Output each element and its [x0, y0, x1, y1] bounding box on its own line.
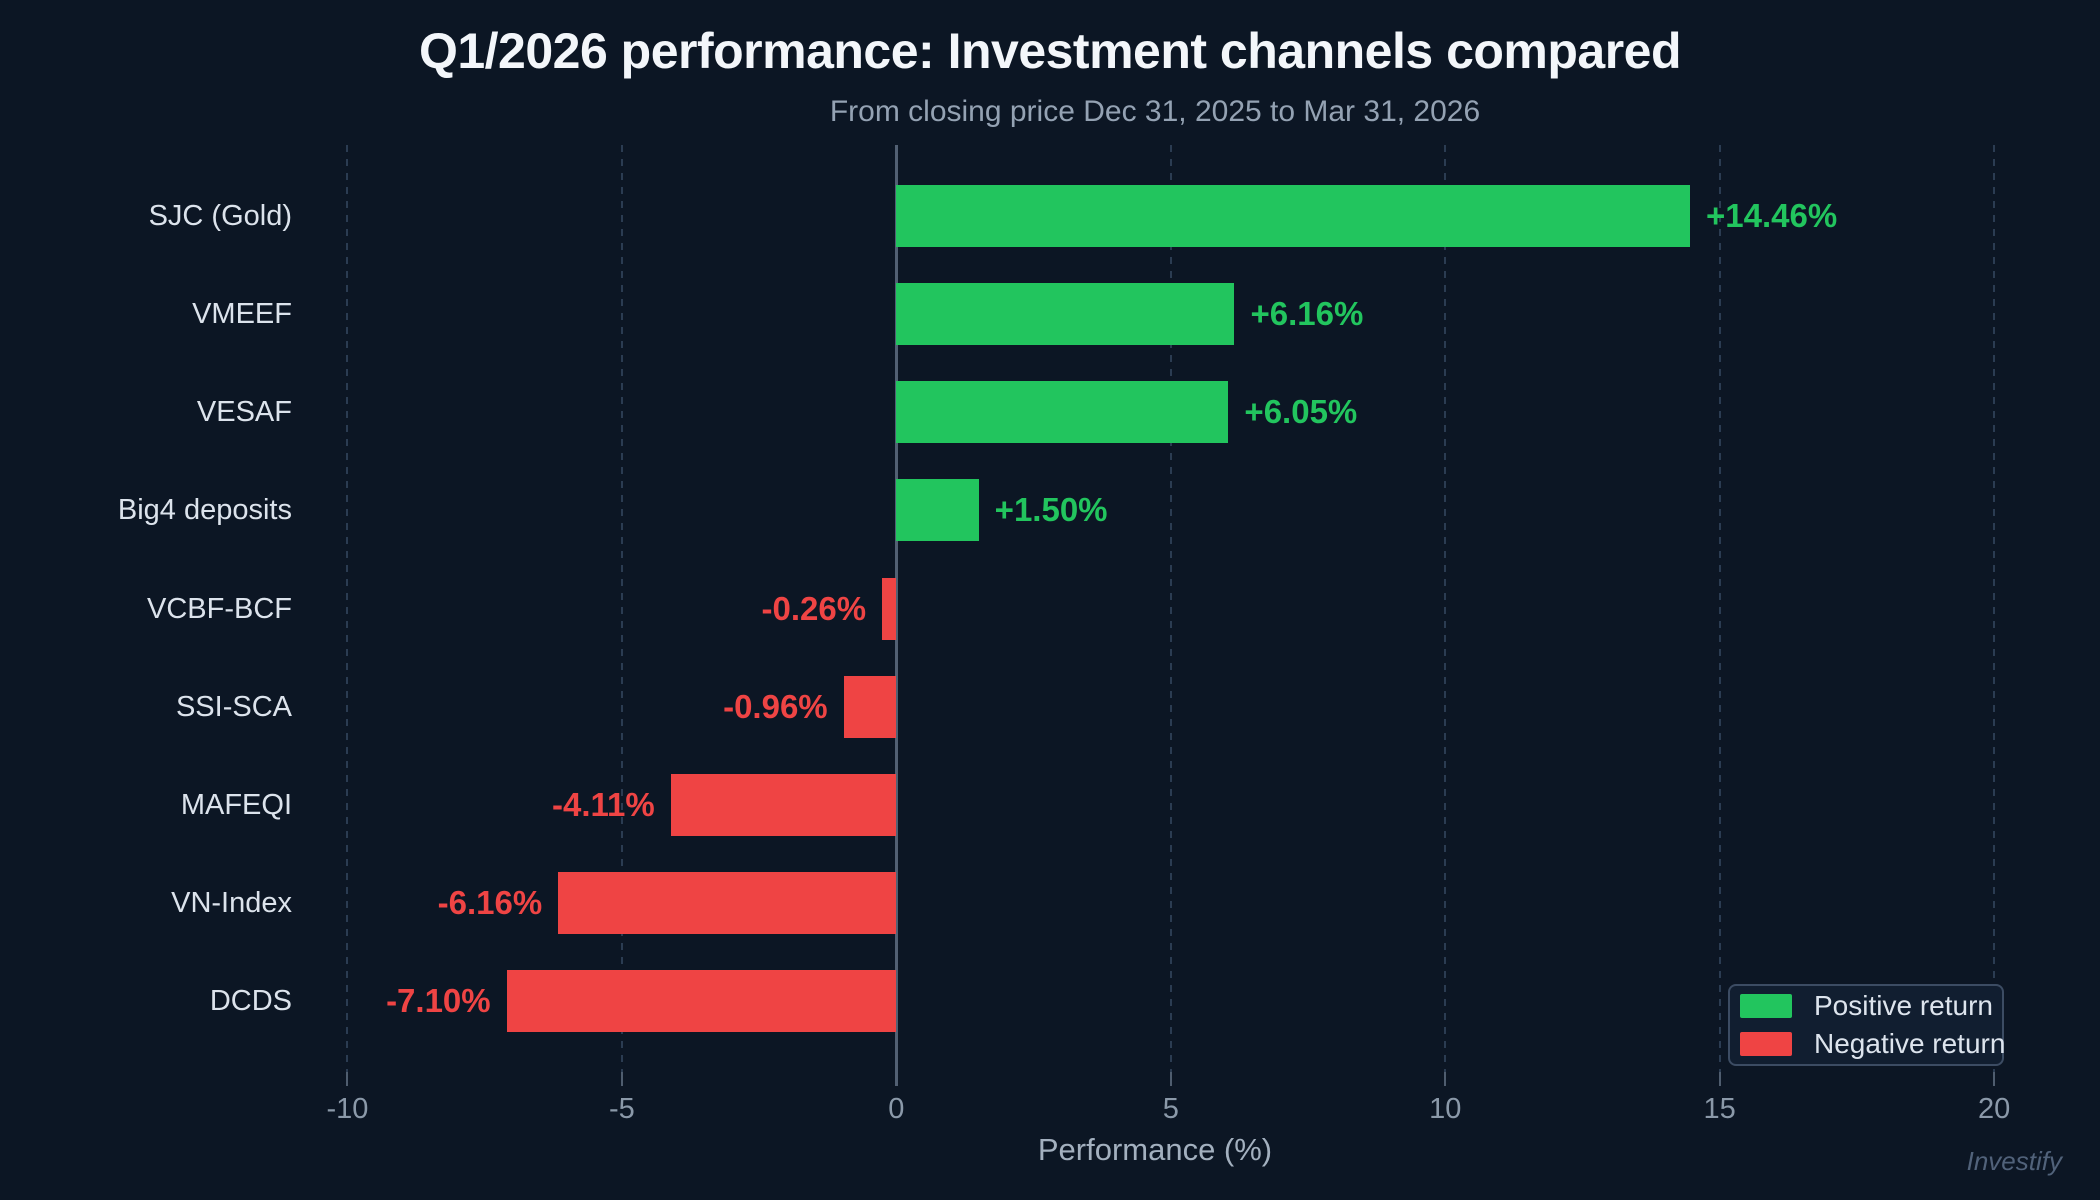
x-tick--10 — [346, 1072, 349, 1086]
chart-subtitle: From closing price Dec 31, 2025 to Mar 3… — [829, 95, 1481, 128]
value-label-mafeqi: -4.11% — [552, 785, 655, 823]
bar-sjc-gold — [896, 185, 1691, 248]
category-label-vesaf: VESAF — [196, 396, 292, 429]
chart-title: Q1/2026 performance: Investment channels… — [418, 23, 1682, 79]
x-tick-10 — [1444, 1072, 1447, 1086]
bar-dcds — [506, 969, 897, 1032]
gridline-20 — [1993, 145, 1996, 1072]
x-axis-label: Performance (%) — [1037, 1132, 1273, 1167]
gridline-5 — [1169, 145, 1172, 1072]
value-label-sjc-gold: +14.46% — [1706, 197, 1838, 235]
negative-return-swatch — [1740, 1032, 1792, 1056]
category-label-vcbf-bcf: VCBF-BCF — [147, 592, 292, 625]
category-label-ssi-sca: SSI-SCA — [175, 690, 292, 723]
value-label-vcbf-bcf: -0.26% — [761, 589, 867, 627]
bar-mafeqi — [670, 773, 897, 836]
x-tick-label-10: 10 — [1429, 1093, 1462, 1125]
x-tick-label-0: 0 — [888, 1093, 905, 1125]
legend-label-positive: Positive return — [1814, 990, 1993, 1021]
value-label-big4-deposits: +1.50% — [994, 491, 1108, 529]
category-label-sjc-gold: SJC (Gold) — [148, 200, 292, 233]
category-label-vmeef: VMEEF — [192, 298, 292, 331]
x-tick-5 — [1169, 1072, 1172, 1086]
x-tick-label-15: 15 — [1703, 1093, 1736, 1125]
x-tick-20 — [1993, 1072, 1996, 1086]
gridline-10 — [1444, 145, 1447, 1072]
category-label-mafeqi: MAFEQI — [180, 788, 292, 821]
gridline--10 — [346, 145, 349, 1072]
x-tick-15 — [1718, 1072, 1721, 1086]
category-label-vn-index: VN-Index — [171, 886, 292, 919]
y-axis-labels: SJC (Gold) VMEEF VESAF Big4 deposits VCBF-BC… — [0, 145, 292, 1072]
value-label-vn-index: -6.16% — [437, 883, 543, 921]
gridline-15 — [1718, 145, 1721, 1072]
watermark: Investify — [1966, 1146, 2062, 1176]
x-tick-label--10: -10 — [326, 1093, 369, 1125]
value-label-ssi-sca: -0.96% — [723, 687, 828, 725]
x-tick-label-5: 5 — [1162, 1093, 1179, 1125]
bar-vcbf-bcf — [882, 577, 897, 640]
value-label-vesaf: +6.05% — [1244, 393, 1358, 431]
value-label-vmeef: +6.16% — [1250, 295, 1364, 333]
x-tick-label-20: 20 — [1977, 1093, 2011, 1125]
gridline--5 — [620, 145, 623, 1072]
positive-return-swatch — [1740, 994, 1792, 1018]
category-label-big4-deposits: Big4 deposits — [117, 494, 292, 527]
legend: Positive return Negative return — [1728, 984, 2005, 1066]
bar-vesaf — [896, 381, 1229, 444]
plot-area: -10 -5 0 5 10 15 20 +14.46% +6.16% +6.05% +1.50% -0… — [320, 145, 2060, 1125]
bar-vn-index — [558, 871, 897, 934]
category-label-dcds: DCDS — [209, 984, 292, 1017]
value-label-dcds: -7.10% — [386, 981, 491, 1019]
bar-big4-deposits — [896, 479, 979, 542]
legend-item-negative[interactable]: Negative return — [1740, 1028, 2005, 1060]
x-tick--5 — [620, 1072, 623, 1086]
zero-axis-line — [894, 145, 898, 1086]
bar-ssi-sca — [843, 675, 897, 738]
legend-item-positive[interactable]: Positive return — [1740, 990, 1993, 1022]
bar-vmeef — [896, 283, 1235, 346]
x-tick-label--5: -5 — [608, 1093, 635, 1125]
legend-label-negative: Negative return — [1814, 1028, 2006, 1059]
